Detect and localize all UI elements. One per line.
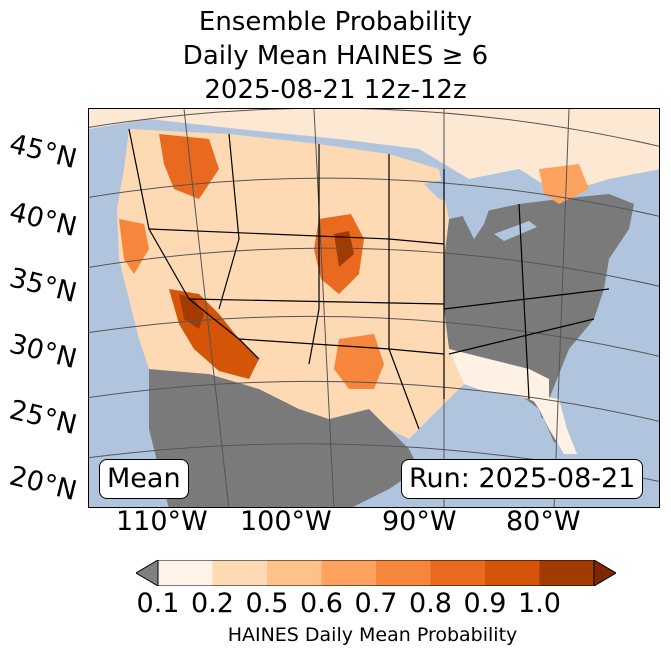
state-borders (128, 128, 610, 430)
lat-label-30: 30°N (6, 328, 80, 376)
lon-label-90: 90°W (382, 506, 457, 537)
lat-label-35: 35°N (6, 262, 80, 310)
colorbar-tick-label: 0.7 (354, 588, 398, 619)
colorbar-tick-label: 0.1 (136, 588, 180, 619)
southeast-landmass (449, 349, 549, 409)
colorbar-segment (485, 560, 540, 586)
colorbar-label: HAINES Daily Mean Probability (227, 624, 518, 646)
lat-label-40: 40°N (6, 196, 80, 244)
great-lakes (424, 177, 491, 239)
mean-label-box: Mean (99, 459, 189, 499)
lon-label-110: 110°W (116, 506, 208, 537)
colorbar-segment (376, 560, 431, 586)
lat-label-20: 20°N (6, 460, 80, 508)
central-plains-core (334, 231, 354, 267)
chart-title-line1: Ensemble Probability (198, 7, 473, 37)
mexico-landmass (149, 369, 419, 507)
colorbar-tick-label: 0.2 (191, 588, 234, 619)
lon-label-80: 80°W (506, 506, 581, 537)
florida-landmass (529, 394, 577, 454)
colorbar-segment (267, 560, 322, 586)
colorbar-under-arrow (136, 560, 159, 586)
map-panel: Mean Run: 2025-08-21 (88, 108, 660, 508)
colorbar (136, 560, 616, 586)
chart-title-line3: 2025-08-21 12z-12z (204, 75, 467, 105)
colorbar-tick-label: 0.6 (300, 588, 343, 619)
colorbar-segment (212, 560, 267, 586)
colorbar-segment (430, 560, 485, 586)
colorbar-segment (158, 560, 213, 586)
colorbar-tick-label: 1.0 (518, 588, 561, 619)
canada-landmass (89, 109, 659, 194)
colorbar-tick-label: 0.8 (409, 588, 452, 619)
colorbar-tick-label: 0.5 (245, 588, 289, 619)
lake-erie (494, 221, 537, 241)
chart-title-line2: Daily Mean HAINES ≥ 6 (182, 41, 489, 71)
colorbar-over-arrow (593, 560, 616, 586)
colorbar-tick-label: 0.9 (463, 588, 507, 619)
northeast-hotspot (539, 164, 589, 204)
run-date-box: Run: 2025-08-21 (401, 459, 644, 499)
lat-label-25: 25°N (6, 394, 80, 442)
colorbar-segment (321, 560, 376, 586)
colorbar-outline (157, 560, 595, 586)
colorbar-segment (539, 560, 594, 586)
lat-label-45: 45°N (6, 128, 80, 176)
map-canvas (89, 109, 659, 507)
lon-label-100: 100°W (240, 506, 332, 537)
